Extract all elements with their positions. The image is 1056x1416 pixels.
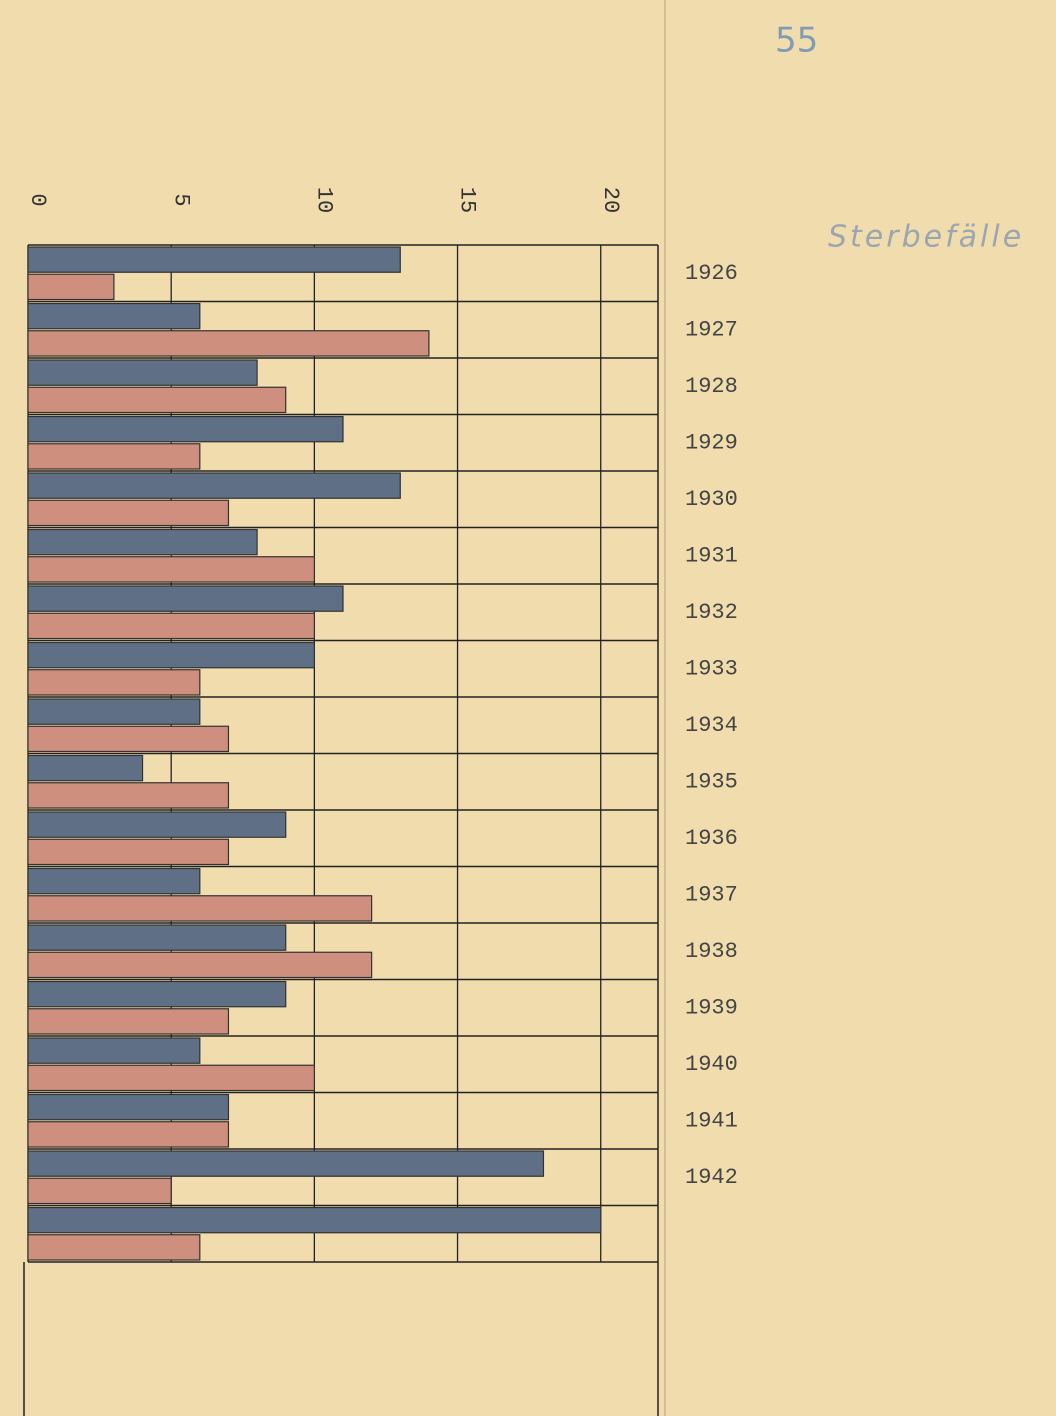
y-tick-label: 1926 <box>685 261 738 286</box>
y-tick-label: 1928 <box>685 374 738 399</box>
x-tick-label: 15 <box>455 187 480 213</box>
bar <box>27 1121 230 1148</box>
x-tick-label: 0 <box>25 193 50 206</box>
bar <box>27 924 287 951</box>
bar <box>27 386 287 414</box>
bar <box>27 725 230 753</box>
y-tick-label: 1935 <box>685 770 738 795</box>
bar <box>27 472 401 499</box>
x-tick-label: 20 <box>598 187 623 213</box>
bar <box>27 330 430 357</box>
y-tick-label: 1937 <box>685 883 738 908</box>
x-tick-label: 10 <box>312 187 337 213</box>
bar <box>27 951 373 979</box>
bar <box>27 698 201 725</box>
bar <box>27 302 201 330</box>
bar <box>27 1093 230 1121</box>
bar <box>27 612 315 640</box>
bar <box>27 499 230 527</box>
y-tick-label: 1934 <box>685 713 738 738</box>
bar <box>27 1234 201 1261</box>
chart-title: Sterbefälle <box>828 220 1024 255</box>
bar <box>27 1008 230 1035</box>
bar <box>27 585 344 612</box>
bar <box>27 246 401 273</box>
y-tick-label: 1942 <box>685 1165 738 1190</box>
y-tick-label: 1930 <box>685 487 738 512</box>
bar <box>27 867 201 895</box>
bar <box>27 1177 172 1205</box>
bar <box>27 1206 602 1234</box>
bar <box>27 782 230 809</box>
bar <box>27 669 201 696</box>
bar <box>27 528 258 556</box>
x-tick-label: 5 <box>168 193 193 206</box>
bar <box>27 1150 545 1177</box>
bar <box>27 415 344 443</box>
y-tick-label: 1941 <box>685 1109 738 1134</box>
y-tick-label: 1932 <box>685 600 738 625</box>
bar <box>27 641 315 669</box>
bar <box>27 811 287 838</box>
bar <box>27 359 258 386</box>
bar <box>27 754 144 782</box>
annotation: 55 <box>775 21 818 61</box>
bar <box>27 556 315 583</box>
y-tick-label: 1929 <box>685 431 738 456</box>
bar <box>27 838 230 866</box>
bar <box>27 980 287 1008</box>
y-tick-label: 1936 <box>685 826 738 851</box>
y-tick-label: 1933 <box>685 657 738 682</box>
y-tick-label: 1939 <box>685 996 738 1021</box>
y-tick-label: 1931 <box>685 544 738 569</box>
bar <box>27 1037 201 1064</box>
y-tick-label: 1940 <box>685 1052 738 1077</box>
bar <box>27 895 373 922</box>
y-tick-label: 1927 <box>685 318 738 343</box>
bar <box>27 1064 315 1092</box>
bar <box>27 273 115 301</box>
bar <box>27 443 201 470</box>
y-tick-label: 1938 <box>685 939 738 964</box>
